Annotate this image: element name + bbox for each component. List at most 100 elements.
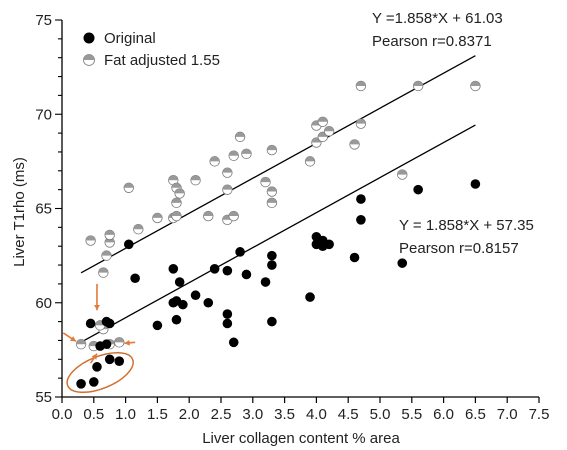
data-point-fat-adjusted bbox=[412, 80, 424, 92]
x-tick-label: 4.0 bbox=[306, 406, 327, 423]
data-point-original bbox=[235, 247, 245, 257]
x-tick-label: 0.0 bbox=[52, 406, 73, 423]
data-point-fat-adjusted bbox=[266, 144, 278, 156]
data-point-original bbox=[267, 316, 277, 327]
data-point-original bbox=[101, 339, 112, 350]
data-point-fat-adjusted bbox=[123, 182, 134, 193]
data-point-original bbox=[171, 314, 182, 325]
data-point-fat-adjusted bbox=[260, 176, 271, 188]
x-tick-label: 7.5 bbox=[529, 406, 550, 423]
data-point-original bbox=[130, 273, 140, 284]
data-point-original bbox=[76, 379, 86, 389]
data-point-fat-adjusted bbox=[174, 188, 185, 199]
data-point-fat-adjusted bbox=[266, 197, 278, 209]
data-point-original bbox=[356, 215, 366, 225]
data-point-fat-adjusted bbox=[222, 167, 233, 178]
x-tick-label: 6.0 bbox=[433, 406, 454, 423]
data-point-original bbox=[222, 318, 233, 329]
data-point-original bbox=[222, 309, 233, 319]
x-tick-label: 0.5 bbox=[83, 406, 104, 423]
data-point-fat-adjusted bbox=[234, 131, 246, 143]
data-point-fat-adjusted bbox=[304, 156, 316, 167]
x-axis-title: Liver collagen content % area bbox=[202, 430, 400, 447]
y-tick-label: 65 bbox=[35, 201, 52, 218]
data-point-original bbox=[123, 239, 134, 250]
data-point-fat-adjusted bbox=[266, 186, 278, 197]
y-axis-title: Liver T1rho (ms) bbox=[11, 157, 28, 267]
data-point-original bbox=[104, 318, 115, 329]
legend-label-fat-adjusted: Fat adjusted 1.55 bbox=[104, 52, 220, 69]
data-point-fat-adjusted bbox=[85, 235, 96, 246]
orange-arrow-down bbox=[94, 283, 100, 311]
points-group bbox=[75, 80, 481, 389]
data-point-original bbox=[222, 265, 233, 276]
legend-marker-original bbox=[83, 32, 95, 44]
x-tick-label: 7.0 bbox=[497, 406, 518, 423]
axes-group: 0.0 0.5 1.0 1.5 2.0 2.5 3.0 3.5 4.0 4.5 5.0 5.5 6.0 6… bbox=[35, 12, 549, 423]
data-point-fat-adjusted bbox=[101, 250, 112, 261]
x-tick-label: 3.5 bbox=[274, 406, 295, 423]
data-point-original bbox=[324, 239, 334, 250]
y-tick-label: 60 bbox=[35, 295, 52, 312]
x-tick-label: 2.5 bbox=[211, 406, 232, 423]
x-tick-label: 5.0 bbox=[370, 406, 391, 423]
legend-label-original: Original bbox=[104, 30, 156, 47]
x-tick-label: 4.5 bbox=[338, 406, 359, 423]
x-tick-label: 5.5 bbox=[401, 406, 422, 423]
data-point-original bbox=[174, 277, 185, 287]
highlight-ellipse bbox=[66, 351, 134, 394]
data-point-fat-adjusted bbox=[470, 80, 481, 92]
x-tick-label: 1.5 bbox=[147, 406, 168, 423]
data-point-fat-adjusted bbox=[171, 197, 182, 209]
data-point-original bbox=[104, 354, 115, 365]
pearson-r-original: Pearson r=0.8157 bbox=[399, 240, 519, 257]
data-point-fat-adjusted bbox=[228, 210, 239, 222]
data-point-original bbox=[152, 320, 163, 331]
data-point-original bbox=[203, 297, 214, 308]
data-point-fat-adjusted bbox=[104, 229, 115, 241]
data-point-fat-adjusted bbox=[75, 339, 87, 350]
data-point-original bbox=[470, 179, 481, 189]
annotations-group bbox=[62, 283, 136, 394]
fit-equation-fat-adjusted: Y =1.858*X + 61.03 bbox=[372, 10, 503, 27]
data-point-fat-adjusted bbox=[152, 212, 163, 224]
data-point-fat-adjusted bbox=[171, 210, 182, 222]
orange-arrow-up bbox=[89, 353, 98, 364]
data-point-fat-adjusted bbox=[114, 337, 125, 348]
data-point-original bbox=[92, 362, 102, 372]
data-point-fat-adjusted bbox=[98, 267, 109, 278]
data-point-original bbox=[305, 292, 315, 302]
data-point-original bbox=[89, 377, 99, 387]
legend-marker-fat-adjusted bbox=[83, 54, 95, 66]
data-point-fat-adjusted bbox=[355, 80, 367, 92]
data-point-original bbox=[168, 264, 179, 274]
data-point-original bbox=[349, 252, 360, 263]
data-point-original bbox=[241, 269, 252, 280]
x-tick-label: 6.5 bbox=[465, 406, 486, 423]
data-point-fat-adjusted bbox=[397, 169, 408, 180]
fit-line-fat-adjusted bbox=[80, 55, 476, 274]
data-point-original bbox=[228, 337, 239, 348]
data-point-original bbox=[260, 277, 271, 287]
data-point-fat-adjusted bbox=[317, 116, 328, 127]
legend: Original Fat adjusted 1.55 bbox=[83, 30, 220, 69]
data-point-fat-adjusted bbox=[203, 210, 214, 222]
x-tick-label: 1.0 bbox=[115, 406, 136, 423]
data-point-original bbox=[178, 299, 188, 310]
data-point-original bbox=[85, 318, 96, 329]
data-point-original bbox=[267, 250, 277, 261]
orange-arrow-right bbox=[62, 332, 77, 343]
data-point-fat-adjusted bbox=[349, 139, 360, 150]
data-point-original bbox=[114, 356, 125, 366]
data-point-fat-adjusted bbox=[355, 118, 367, 129]
data-point-fat-adjusted bbox=[190, 175, 201, 186]
data-point-fat-adjusted bbox=[133, 224, 144, 235]
x-tick-label: 3.0 bbox=[242, 406, 263, 423]
data-point-fat-adjusted bbox=[222, 184, 233, 195]
x-tick-label: 2.0 bbox=[179, 406, 200, 423]
data-point-original bbox=[190, 290, 201, 301]
orange-arrow-left bbox=[124, 339, 136, 346]
data-point-original bbox=[267, 260, 277, 270]
y-tick-label: 75 bbox=[35, 12, 52, 29]
